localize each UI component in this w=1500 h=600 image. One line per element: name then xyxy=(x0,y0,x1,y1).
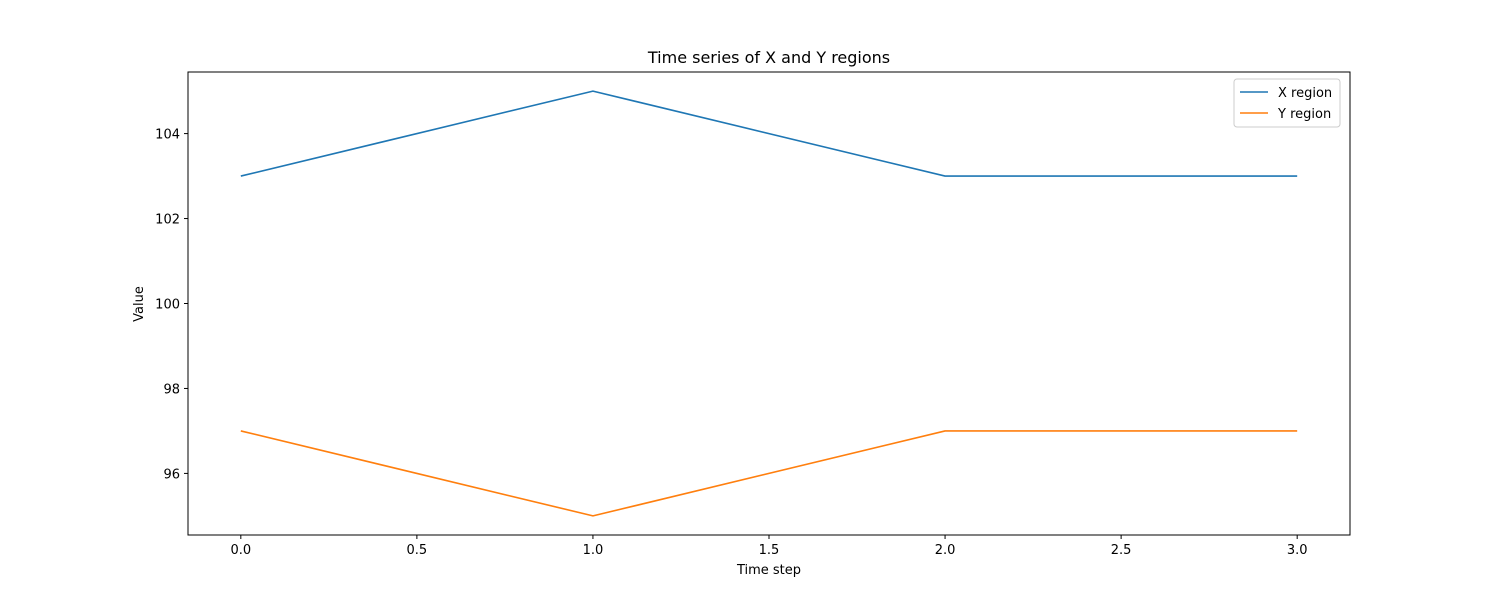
x-tick-label: 1.5 xyxy=(759,543,780,558)
plot-frame xyxy=(187,71,1351,536)
y-axis-label: Value xyxy=(132,286,147,322)
y-tick-label: 98 xyxy=(163,382,180,397)
legend-box xyxy=(1233,78,1341,128)
x-tick-label: 1.0 xyxy=(583,543,604,558)
x-tick-label: 2.0 xyxy=(935,543,956,558)
x-tick-label: 3.0 xyxy=(1287,543,1308,558)
x-axis-ticks: 0.0 0.5 1.0 1.5 2.0 2.5 3.0 xyxy=(230,535,1308,558)
plot-area xyxy=(240,90,1298,517)
x-tick-label: 2.5 xyxy=(1111,543,1132,558)
x-axis-label: Time step xyxy=(736,563,801,578)
chart-title: Time series of X and Y regions xyxy=(647,48,890,67)
y-tick-label: 96 xyxy=(163,467,180,482)
y-tick-label: 104 xyxy=(155,128,180,143)
legend: X region Y region xyxy=(1233,78,1341,128)
legend-label-0: X region xyxy=(1278,86,1332,101)
legend-label-1: Y region xyxy=(1277,107,1331,122)
series-line-0 xyxy=(240,90,1298,177)
y-tick-label: 100 xyxy=(155,298,180,313)
y-tick-label: 102 xyxy=(155,213,180,228)
y-axis-ticks: 96 98 100 102 104 xyxy=(155,128,188,482)
x-tick-label: 0.0 xyxy=(230,543,251,558)
x-tick-label: 0.5 xyxy=(407,543,428,558)
series-line-1 xyxy=(240,430,1298,517)
